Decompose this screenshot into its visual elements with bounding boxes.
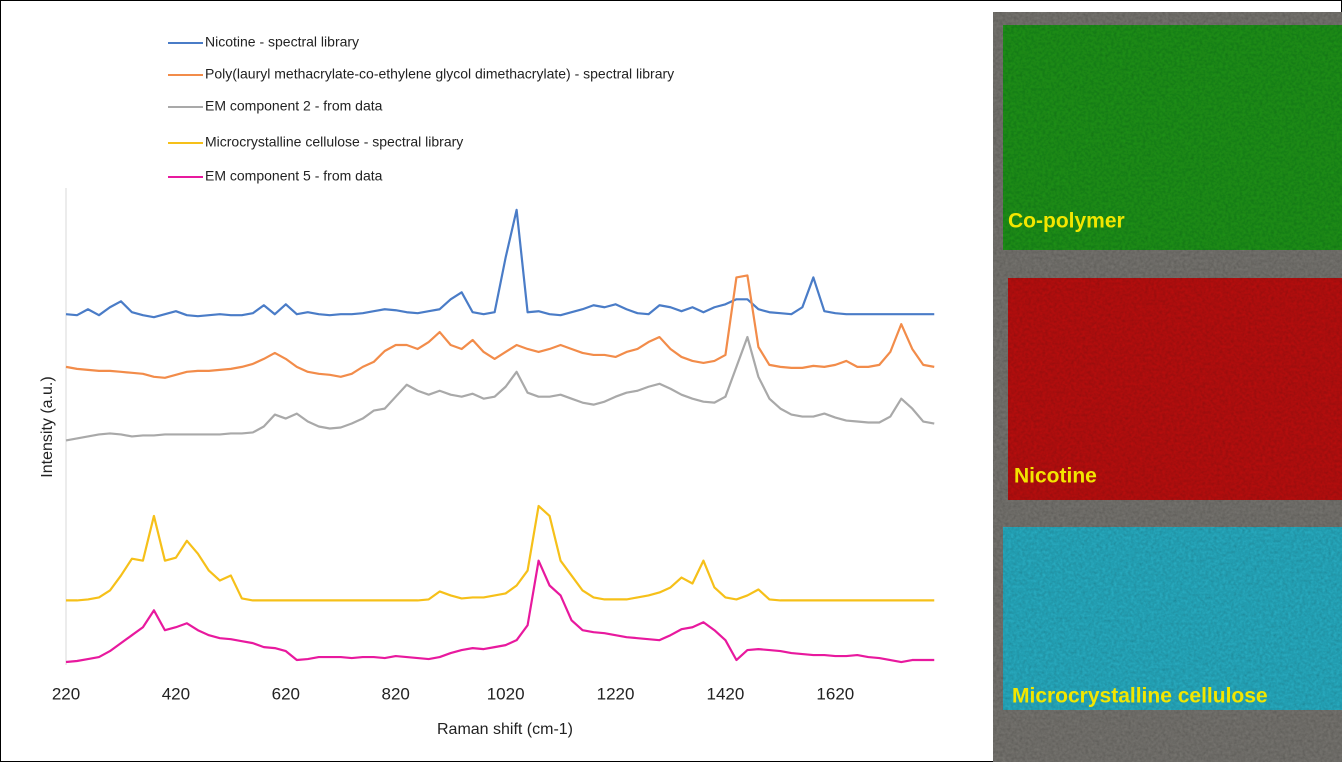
x-tick-label: 420 (162, 684, 190, 703)
x-tick-label: 620 (272, 684, 300, 703)
legend-label: Nicotine - spectral library (205, 34, 359, 50)
x-axis-title: Raman shift (cm-1) (437, 721, 573, 738)
image-panel (1008, 278, 1342, 500)
x-tick-label: 220 (52, 684, 80, 703)
x-tick-label: 1020 (487, 684, 525, 703)
x-tick-label: 1620 (816, 684, 854, 703)
spectrum-line (66, 504, 935, 602)
panel-label: Microcrystalline cellulose (1012, 685, 1268, 708)
legend-label: EM component 5 - from data (205, 168, 383, 184)
x-tick-label: 820 (382, 684, 410, 703)
legend-label: Poly(lauryl methacrylate-co-ethylene gly… (205, 66, 674, 82)
legend-label: EM component 2 - from data (205, 98, 383, 114)
spectrum-line (65, 208, 935, 319)
x-tick-label: 1220 (597, 684, 635, 703)
panel-label: Nicotine (1014, 465, 1097, 488)
y-axis-title: Intensity (a.u.) (39, 376, 56, 477)
panel-label: Co-polymer (1008, 210, 1125, 233)
x-tick-label: 1420 (707, 684, 745, 703)
spectrum-line (65, 274, 935, 379)
legend-label: Microcrystalline cellulose - spectral li… (205, 134, 463, 150)
spectrum-line (65, 559, 935, 664)
image-panel (1003, 527, 1342, 710)
spectrum-line (65, 335, 935, 442)
image-panel (1003, 25, 1342, 250)
